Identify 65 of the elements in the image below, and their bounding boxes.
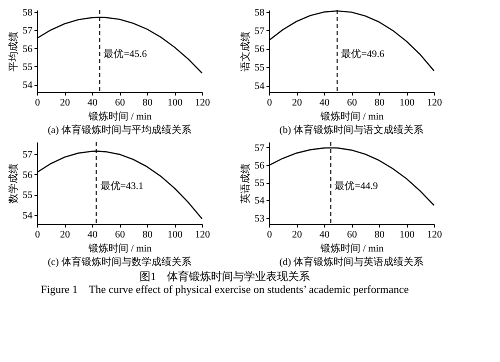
text: (d) 体育锻炼时间与英语成绩关系 bbox=[279, 256, 424, 268]
y-tick-label: 56 bbox=[254, 44, 264, 56]
y-tick-label: 56 bbox=[22, 170, 32, 181]
caption: Figure 1 The curve effect of physical exercise on students’ academic performance bbox=[40, 284, 409, 296]
caption: 图1 体育锻炼时间与学业表现关系 bbox=[140, 270, 310, 283]
x-tick-label: 60 bbox=[347, 230, 357, 240]
x-tick-label: 60 bbox=[115, 98, 125, 108]
text: (c) 体育锻炼时间与数学成绩关系 bbox=[48, 256, 192, 268]
y-tick-label: 54 bbox=[22, 80, 32, 92]
x-tick-label: 120 bbox=[427, 98, 442, 108]
x-tick-label: 60 bbox=[115, 230, 125, 240]
x-axis-title: 锻炼时间 / min bbox=[319, 242, 384, 254]
ref-line-label: 最优=43.1 bbox=[100, 181, 144, 192]
y-tick-label: 58 bbox=[254, 7, 264, 18]
x-tick-label: 20 bbox=[292, 230, 302, 240]
y-tick-label: 54 bbox=[254, 81, 264, 92]
x-tick-label: 0 bbox=[35, 230, 40, 240]
y-tick-label: 57 bbox=[254, 26, 264, 37]
x-tick-label: 40 bbox=[320, 98, 330, 108]
y-tick-label: 58 bbox=[22, 7, 32, 18]
text: (a) 体育锻炼时间与平均成绩关系 bbox=[48, 124, 192, 136]
x-tick-label: 20 bbox=[60, 230, 70, 240]
x-tick-label: 80 bbox=[374, 230, 384, 240]
x-tick-label: 40 bbox=[320, 230, 330, 240]
x-tick-label: 20 bbox=[60, 98, 70, 108]
ref-line-label: 最优=45.6 bbox=[104, 49, 147, 60]
y-axis-title: 英语成绩 bbox=[240, 164, 252, 204]
y-axis-title: 数学成绩 bbox=[8, 164, 20, 204]
x-tick-label: 120 bbox=[195, 230, 210, 240]
x-tick-label: 60 bbox=[347, 98, 357, 108]
ref-line-label: 最优=44.9 bbox=[334, 181, 378, 192]
x-tick-label: 20 bbox=[292, 98, 302, 108]
y-tick-label: 54 bbox=[22, 210, 32, 222]
y-tick-label: 57 bbox=[22, 26, 32, 37]
x-tick-label: 100 bbox=[400, 98, 414, 108]
x-tick-label: 80 bbox=[142, 98, 152, 108]
y-axis-title: 平均成绩 bbox=[8, 32, 20, 72]
y-tick-label: 56 bbox=[22, 44, 32, 55]
x-tick-label: 100 bbox=[168, 98, 182, 108]
y-tick-label: 55 bbox=[254, 178, 264, 190]
x-tick-label: 0 bbox=[35, 98, 40, 108]
x-tick-label: 40 bbox=[88, 98, 98, 108]
y-tick-label: 56 bbox=[254, 160, 264, 172]
x-tick-label: 120 bbox=[427, 230, 442, 240]
x-tick-label: 0 bbox=[267, 230, 272, 240]
x-tick-label: 100 bbox=[168, 230, 182, 240]
ref-line-label: 最优=49.6 bbox=[341, 49, 384, 60]
x-tick-label: 40 bbox=[88, 230, 98, 240]
y-tick-label: 55 bbox=[22, 190, 32, 202]
y-tick-label: 57 bbox=[22, 150, 32, 161]
y-tick-label: 54 bbox=[254, 196, 264, 207]
x-tick-label: 100 bbox=[400, 230, 414, 240]
x-tick-label: 120 bbox=[195, 98, 210, 108]
y-tick-label: 55 bbox=[22, 62, 32, 73]
text: (b) 体育锻炼时间与语文成绩关系 bbox=[279, 124, 424, 136]
x-axis-title: 锻炼时间 / min bbox=[87, 110, 152, 122]
x-tick-label: 80 bbox=[142, 230, 152, 240]
x-axis-title: 锻炼时间 / min bbox=[319, 110, 384, 122]
x-tick-label: 80 bbox=[374, 98, 384, 108]
y-axis-title: 语文成绩 bbox=[240, 32, 252, 72]
y-tick-label: 53 bbox=[254, 213, 264, 224]
x-axis-title: 锻炼时间 / min bbox=[87, 242, 152, 254]
y-tick-label: 57 bbox=[254, 142, 264, 154]
y-tick-label: 55 bbox=[254, 62, 264, 74]
x-tick-label: 0 bbox=[267, 98, 272, 108]
